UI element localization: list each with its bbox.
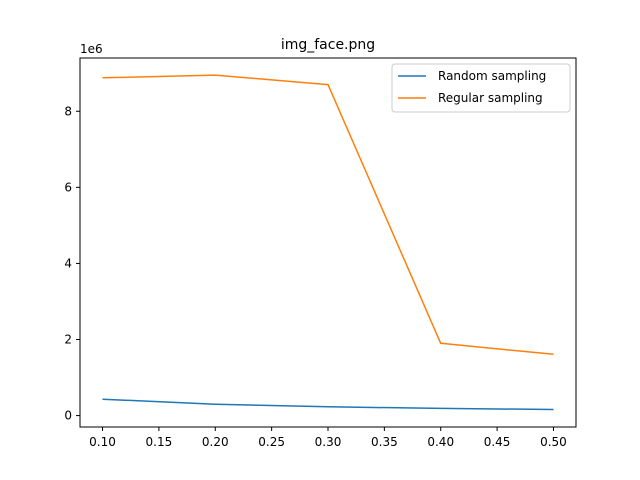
series-line-2 xyxy=(102,74,554,356)
legend: Random sampling Regular sampling xyxy=(391,63,571,113)
x-tick-label: 0.50 xyxy=(540,435,567,449)
y-tick-label: 4 xyxy=(64,256,72,270)
legend-label-2: Regular sampling xyxy=(438,91,543,105)
y-tick-label: 2 xyxy=(64,333,72,347)
legend-items: Random sampling Regular sampling xyxy=(398,69,546,105)
x-tick-label: 0.20 xyxy=(202,435,229,449)
x-tick-label: 0.35 xyxy=(371,435,398,449)
x-tick-label: 0.45 xyxy=(484,435,511,449)
x-tick-label: 0.10 xyxy=(89,435,116,449)
x-tick-label: 0.25 xyxy=(258,435,285,449)
y-tick-label: 0 xyxy=(64,409,72,423)
legend-box xyxy=(391,63,571,113)
series-line-1 xyxy=(102,398,554,411)
chart-title: img_face.png xyxy=(281,37,375,53)
x-tick-label: 0.30 xyxy=(315,435,342,449)
x-axis-ticks: 0.10 0.15 0.20 0.25 0.30 0.35 0.40 0.45 0.50 xyxy=(89,427,567,449)
y-axis-ticks: 0 2 4 6 8 xyxy=(64,104,80,423)
y-tick-label: 6 xyxy=(64,180,72,194)
plot-frame xyxy=(79,57,577,428)
x-tick-label: 0.15 xyxy=(146,435,173,449)
legend-label-1: Random sampling xyxy=(438,69,546,83)
y-tick-label: 8 xyxy=(64,104,72,118)
x-tick-label: 0.40 xyxy=(427,435,454,449)
y-offset-text: 1e6 xyxy=(80,42,103,56)
series-lines xyxy=(102,74,554,411)
